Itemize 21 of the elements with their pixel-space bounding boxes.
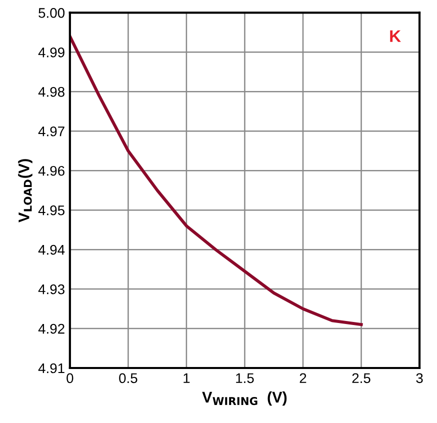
y-tick-label: 4.97 [38, 126, 64, 136]
x-tick-label: 3 [416, 373, 423, 384]
x-tick-label: 2.5 [352, 373, 370, 384]
x-tick-label: 2 [300, 373, 306, 383]
y-tick-label: 4.92 [38, 324, 64, 334]
y-tick-label: 4.96 [38, 166, 64, 176]
y-tick-label: 4.95 [38, 205, 64, 216]
y-tick-label: 4.93 [38, 284, 64, 294]
x-axis-title: V$_{WIRING}$ (V) [202, 391, 287, 406]
annotation: K [390, 30, 401, 42]
x-tick-label: 1 [184, 373, 190, 383]
line-series [70, 34, 363, 326]
y-tick-label: 5.00 [38, 8, 65, 18]
y-tick-label: 4.98 [38, 86, 64, 97]
x-tick-label: 0.5 [119, 373, 138, 384]
x-tick-label: 0 [66, 373, 74, 384]
y-tick-label: 4.94 [38, 244, 65, 255]
y-axis-title: V$_{LOAD}$(V) [18, 159, 32, 222]
y-tick-label: 4.91 [38, 363, 64, 374]
x-tick-label: 1.5 [236, 373, 254, 384]
y-tick-label: 4.99 [38, 48, 64, 58]
